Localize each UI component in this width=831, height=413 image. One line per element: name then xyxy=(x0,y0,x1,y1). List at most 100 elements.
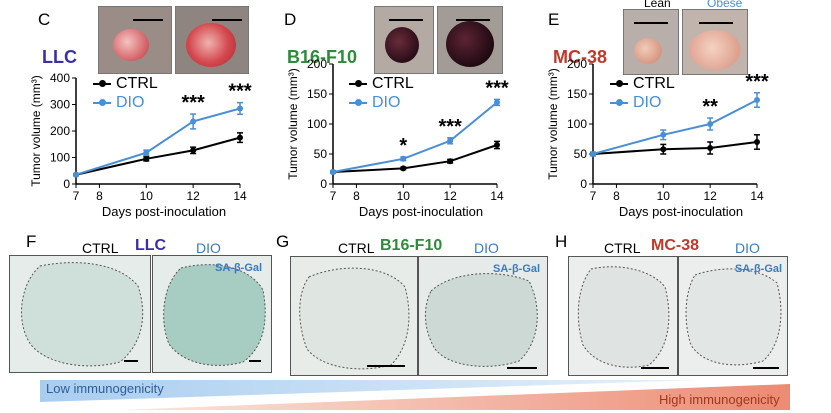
y-tick-label: 0 xyxy=(580,177,587,191)
tumor-photo-mc38-lean xyxy=(623,9,679,75)
tumor-photo-mc38-obese xyxy=(682,9,748,75)
x-tick-label: 8 xyxy=(96,189,103,203)
low-immunogenicity-wedge xyxy=(40,380,700,402)
x-axis-label: Days post-inoculation xyxy=(619,204,743,219)
model-label-b16-g: B16-F10 xyxy=(380,237,443,254)
tumor-photo-b16-dio xyxy=(437,6,503,74)
y-tick-label: 150 xyxy=(307,87,327,101)
tumor-photo-llc-dio xyxy=(175,6,249,74)
x-tick-label: 10 xyxy=(657,189,671,203)
stain-label-h: SA-β-Gal xyxy=(735,263,783,275)
y-tick-label: 200 xyxy=(50,124,70,138)
y-tick-label: 100 xyxy=(50,151,70,165)
model-label-llc-f: LLC xyxy=(135,237,167,254)
significance-marker: *** xyxy=(228,81,252,103)
x-tick-label: 14 xyxy=(490,189,504,203)
legend-ctrl-e: CTRL xyxy=(610,75,675,93)
x-tick-label: 8 xyxy=(353,189,360,203)
x-tick-label: 12 xyxy=(443,189,457,203)
x-tick-label: 8 xyxy=(613,189,620,203)
model-title-mc38: MC-38 xyxy=(553,47,608,67)
tissue-label-ctrl-h: CTRL xyxy=(604,240,641,256)
data-point-dio xyxy=(754,97,760,103)
low-immunogenicity-label: Low immunogenicity xyxy=(46,381,164,396)
series-line-dio xyxy=(75,107,241,176)
significance-marker: *** xyxy=(485,77,509,99)
y-tick-label: 200 xyxy=(307,57,327,71)
chart-mc38: 0 50 100 150 200 7 8 10 12 14 Days post-inoculatio… xyxy=(546,57,769,219)
x-axis-label: Days post-inoculation xyxy=(102,204,226,219)
panel-letter-f: F xyxy=(26,232,37,251)
legend-label-dio: DIO xyxy=(633,94,662,111)
data-point-dio xyxy=(190,118,197,125)
data-point-ctrl xyxy=(143,155,150,162)
y-tick-label: 50 xyxy=(314,147,328,161)
legend-label-dio: DIO xyxy=(372,94,401,111)
legend-dio-c: DIO xyxy=(93,94,144,112)
series-line-ctrl xyxy=(592,141,758,155)
model-label-mc38-h: MC-38 xyxy=(651,237,700,254)
series-line-ctrl xyxy=(75,136,241,176)
y-tick-label: 100 xyxy=(567,117,587,131)
y-tick-label: 100 xyxy=(307,117,327,131)
tissue-label-ctrl-g: CTRL xyxy=(338,240,375,256)
model-title-llc: LLC xyxy=(42,47,77,67)
data-point-ctrl xyxy=(400,165,407,172)
data-point-dio xyxy=(707,121,714,127)
y-tick-label: 400 xyxy=(50,72,70,85)
x-tick-label: 12 xyxy=(703,189,717,203)
data-point-dio xyxy=(400,155,407,162)
significance-marker: *** xyxy=(745,71,769,93)
legend-label-ctrl: CTRL xyxy=(116,75,158,92)
legend-marker-ctrl xyxy=(610,80,628,87)
photo-label-obese: Obese xyxy=(707,0,743,10)
data-point-dio xyxy=(447,137,454,144)
tumor-photo-b16-ctrl xyxy=(374,6,434,74)
panel-letter-d: D xyxy=(284,10,297,29)
photo-label-lean: Lean xyxy=(644,0,671,10)
data-point-ctrl xyxy=(494,142,500,148)
significance-marker: *** xyxy=(181,92,205,114)
tissue-label-ctrl-f: CTRL xyxy=(82,240,119,256)
data-point-ctrl xyxy=(190,147,197,154)
y-tick-label: 300 xyxy=(50,98,70,112)
legend-label-ctrl: CTRL xyxy=(633,75,675,92)
chart-b16: 0 50 100 150 200 7 8 10 12 14 Days post-inoculatio… xyxy=(286,57,509,219)
data-point-dio xyxy=(660,131,667,138)
tumor-photo-llc-ctrl xyxy=(98,6,172,74)
significance-marker: * xyxy=(399,135,407,157)
legend-label-dio: DIO xyxy=(116,94,145,111)
y-tick-label: 0 xyxy=(320,177,327,191)
model-title-b16: B16-F10 xyxy=(287,47,358,67)
high-immunogenicity-label: High immunogenicity xyxy=(659,392,780,407)
legend-dio-e: DIO xyxy=(610,94,661,112)
significance-marker: ** xyxy=(702,96,718,118)
tissue-label-dio-h: DIO xyxy=(735,240,760,256)
x-tick-label: 7 xyxy=(590,189,597,203)
series-line-ctrl xyxy=(332,144,498,173)
y-tick-label: 200 xyxy=(567,57,587,71)
y-tick-label: 0 xyxy=(63,177,70,191)
tissue-image-llc-dio: SA-β-Gal xyxy=(152,255,272,373)
data-point-ctrl xyxy=(237,134,243,141)
x-tick-label: 14 xyxy=(233,189,247,203)
data-point-ctrl xyxy=(754,139,760,145)
series-line-dio xyxy=(332,101,498,173)
tissue-image-mc38-ctrl xyxy=(568,256,678,376)
panel-letter-e: E xyxy=(548,10,560,29)
high-immunogenicity-wedge xyxy=(120,384,790,410)
series-line-dio xyxy=(592,99,758,155)
tissue-label-dio-f: DIO xyxy=(196,240,221,256)
legend-label-ctrl: CTRL xyxy=(372,75,414,92)
tissue-image-b16-dio: SA-β-Gal xyxy=(418,256,548,376)
x-tick-label: 14 xyxy=(750,189,764,203)
panel-letter-h: H xyxy=(555,232,568,251)
immunogenicity-gradient xyxy=(40,380,790,410)
data-point-ctrl xyxy=(447,158,454,165)
tissue-label-dio-g: DIO xyxy=(474,240,499,256)
x-tick-label: 7 xyxy=(73,189,80,203)
stain-label-g: SA-β-Gal xyxy=(493,263,541,275)
data-point-dio xyxy=(590,151,596,157)
data-point-dio xyxy=(143,149,150,156)
x-tick-label: 7 xyxy=(330,189,337,203)
